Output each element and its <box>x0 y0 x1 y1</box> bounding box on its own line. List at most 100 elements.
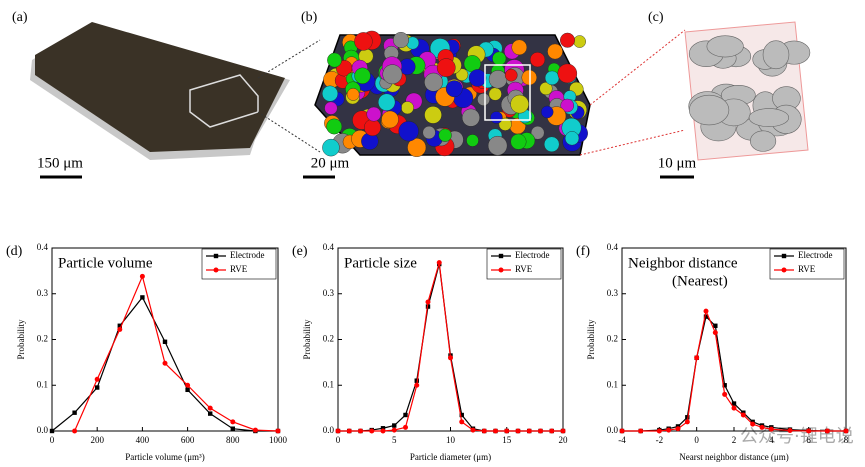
x-tick-label: 800 <box>226 435 240 445</box>
y-tick-label: 0.4 <box>37 242 49 252</box>
particle <box>436 58 456 77</box>
y-tick-label: 0.3 <box>607 288 619 298</box>
marker <box>391 427 397 433</box>
marker <box>185 387 190 393</box>
particle <box>424 106 442 124</box>
particle <box>381 110 399 129</box>
legend-label: RVE <box>230 264 248 274</box>
series-line <box>338 263 563 432</box>
marker <box>694 355 700 361</box>
marker <box>787 428 793 434</box>
watermark: 公众号·锂电说 <box>740 426 854 447</box>
chart-subtitle: (Nearest) <box>672 273 728 289</box>
legend-label: RVE <box>515 264 533 274</box>
marker <box>49 428 55 434</box>
y-tick-label: 0.3 <box>323 288 335 298</box>
y-tick-label: 0.4 <box>323 242 335 252</box>
particle <box>564 131 580 146</box>
marker <box>425 304 431 309</box>
marker <box>722 383 727 388</box>
marker <box>731 401 737 406</box>
particle <box>688 94 730 126</box>
x-tick-label: 6 <box>806 435 811 445</box>
marker <box>335 428 341 434</box>
marker <box>703 314 709 319</box>
chart-title: Neighbor distance <box>628 255 738 271</box>
particle <box>354 67 371 85</box>
rve-particles-image <box>314 30 591 157</box>
particle <box>461 108 480 127</box>
y-tick-label: 0.2 <box>37 334 48 344</box>
x-tick-label: 200 <box>90 435 104 445</box>
marker <box>685 415 690 420</box>
y-tick-label: 0.2 <box>323 334 334 344</box>
marker <box>538 428 543 434</box>
y-tick-label: 0.2 <box>607 334 618 344</box>
marker <box>392 423 397 428</box>
x-tick-label: 600 <box>181 435 195 445</box>
marker <box>713 323 718 328</box>
chart-title: Particle volume <box>58 255 153 271</box>
marker <box>843 428 849 434</box>
y-tick-label: 0.1 <box>607 379 618 389</box>
y-tick-label: 0.0 <box>607 425 619 435</box>
legend-label: Electrode <box>798 250 832 260</box>
particle <box>750 130 777 152</box>
x-tick-label: 1000 <box>269 435 288 445</box>
particle <box>504 68 518 82</box>
marker <box>459 412 464 418</box>
marker <box>369 428 375 434</box>
y-tick-label: 0.3 <box>37 288 49 298</box>
particle <box>400 101 414 115</box>
particle <box>382 64 403 85</box>
panel-label: (e) <box>292 244 308 259</box>
marker <box>666 427 672 433</box>
particle <box>488 70 508 89</box>
marker <box>380 428 386 434</box>
particle <box>322 138 340 157</box>
particle <box>560 98 574 113</box>
marker <box>72 428 78 434</box>
marker <box>549 428 555 434</box>
y-tick-label: 0.4 <box>607 242 619 252</box>
marker <box>703 308 709 314</box>
zoom-box <box>484 64 531 121</box>
marker <box>806 428 812 434</box>
y-axis-label: Probability <box>586 319 596 359</box>
panel-label: (d) <box>6 244 23 259</box>
marker <box>675 426 681 432</box>
x-axis-label: Nearst neighbor distance (μm) <box>679 452 789 462</box>
marker <box>722 391 728 397</box>
scale-bar-label: 20 μm <box>311 155 350 171</box>
marker <box>275 428 281 434</box>
y-tick-label: 0.0 <box>323 425 335 435</box>
marker <box>824 428 830 434</box>
particle <box>706 35 744 58</box>
legend-marker <box>498 267 504 273</box>
x-tick-label: 2 <box>732 435 737 445</box>
scale-bar-label: 10 μm <box>658 155 697 171</box>
particle <box>445 80 463 98</box>
marker <box>481 428 487 434</box>
y-tick-label: 0.1 <box>323 379 334 389</box>
particle <box>468 69 487 87</box>
particle <box>424 72 443 92</box>
particle <box>477 93 490 106</box>
marker <box>117 323 122 328</box>
particle <box>487 135 508 156</box>
marker <box>619 428 625 434</box>
x-tick-label: 8 <box>844 435 849 445</box>
marker <box>493 428 498 434</box>
marker <box>230 419 236 425</box>
particle <box>543 136 560 153</box>
marker <box>94 376 100 382</box>
marker <box>759 424 765 430</box>
marker <box>414 378 419 383</box>
legend-marker <box>213 267 219 273</box>
marker <box>768 426 774 432</box>
y-axis-label: Probability <box>302 319 312 359</box>
particle <box>560 32 575 48</box>
x-tick-label: 15 <box>502 435 512 445</box>
marker <box>459 419 465 425</box>
